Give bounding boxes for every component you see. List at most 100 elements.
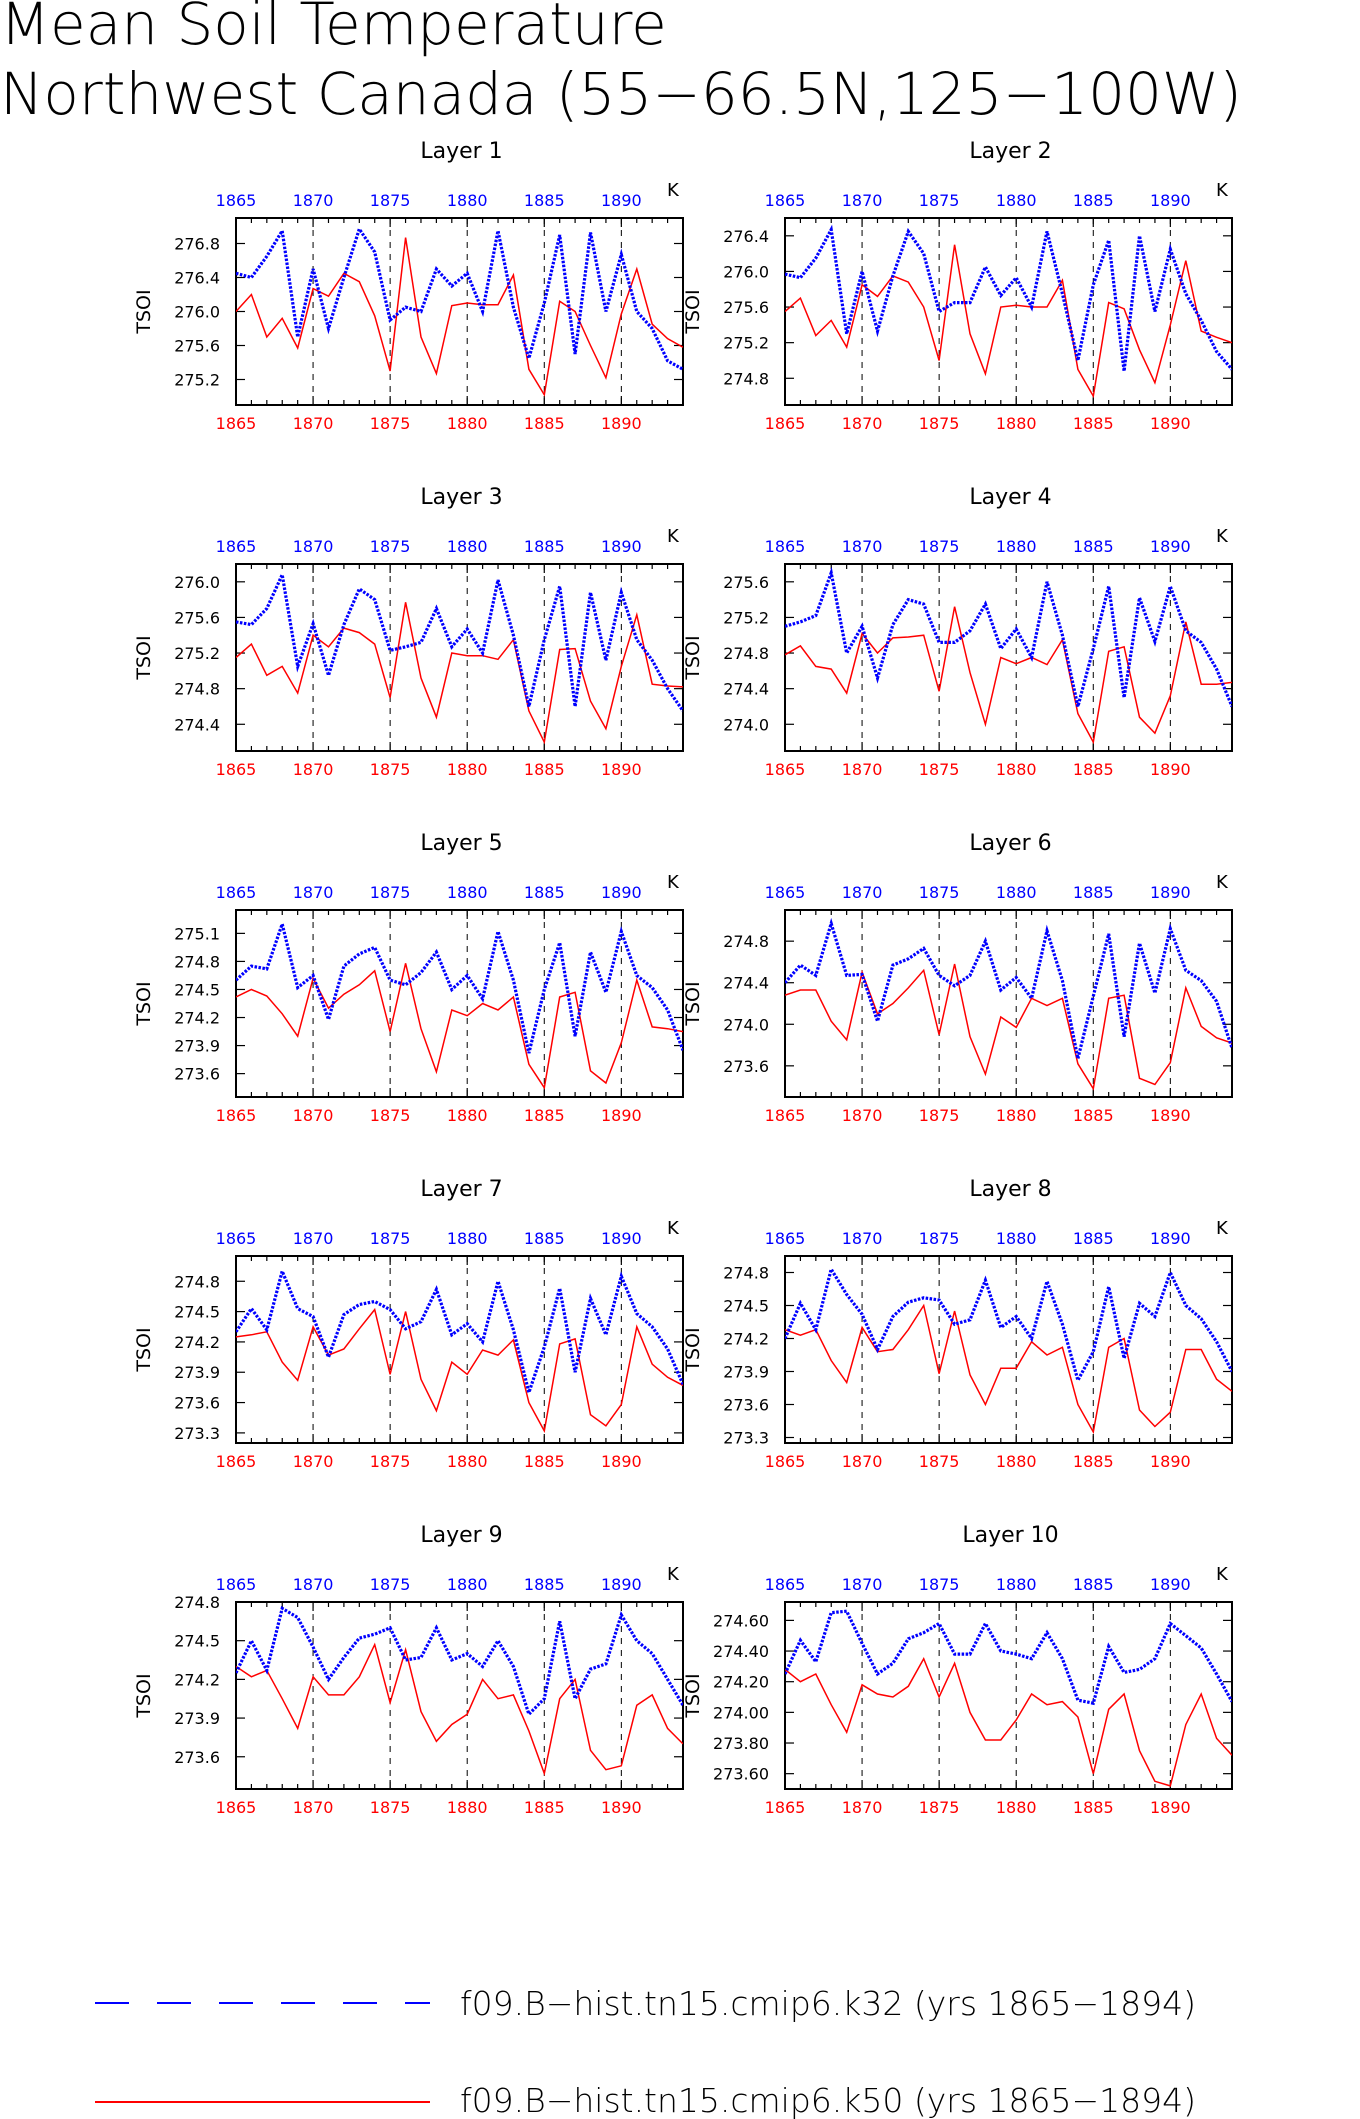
- layer-10-yticklabel-1: 273.80: [713, 1734, 769, 1753]
- layer-7-yticklabel-2: 273.9: [174, 1363, 220, 1382]
- layer-10-series-k32-line: [785, 1609, 1232, 1706]
- layer-6-yticklabel-2: 274.4: [723, 974, 769, 993]
- layer-7-xticklabel-bottom-1870: 1870: [293, 1452, 334, 1471]
- layer-8-xticklabel-bottom-1885: 1885: [1073, 1452, 1114, 1471]
- layer-8-yticklabel-3: 274.2: [723, 1330, 769, 1349]
- layer-4-unit-label: K: [1216, 526, 1229, 547]
- layer-10-xticklabel-top-1890: 1890: [1150, 1575, 1191, 1594]
- layer-5-xticklabel-top-1885: 1885: [524, 883, 565, 902]
- layer-7-xticklabel-top-1890: 1890: [601, 1229, 642, 1248]
- layer-9-yticklabel-0: 273.6: [174, 1748, 220, 1767]
- layer-9-xticklabel-top-1875: 1875: [370, 1575, 411, 1594]
- layer-3-xticklabel-bottom-1865: 1865: [216, 760, 257, 779]
- layer-9-yticklabel-1: 273.9: [174, 1709, 220, 1728]
- layer-4-series-k50-line: [785, 606, 1232, 745]
- layer-2-title: Layer 2: [969, 139, 1051, 164]
- layer-2-xticklabel-top-1865: 1865: [765, 191, 806, 210]
- layer-2-xticklabel-bottom-1870: 1870: [842, 414, 883, 433]
- layer-9-yticklabel-3: 274.5: [174, 1632, 220, 1651]
- layer-1-xticklabel-bottom-1885: 1885: [524, 414, 565, 433]
- layer-2-yticklabel-4: 276.4: [723, 227, 769, 246]
- layer-2-xticklabel-top-1890: 1890: [1150, 191, 1191, 210]
- layer-9-series-k50-line: [236, 1642, 683, 1777]
- layer-4-xticklabel-top-1875: 1875: [919, 537, 960, 556]
- layer-8-xticklabel-top-1865: 1865: [765, 1229, 806, 1248]
- layer-2-panel: Layer 2 K 1865 1865 1870 1870 1875 1875 1880 1880…: [682, 139, 1233, 433]
- layer-3-ylabel: TSOI: [133, 635, 155, 680]
- layer-4-xticklabel-top-1890: 1890: [1150, 537, 1191, 556]
- legend-label-k32: f09.B−hist.tn15.cmip6.k32 (yrs 1865−1894…: [460, 1984, 1196, 2023]
- layer-6-yticklabel-0: 273.6: [723, 1057, 769, 1076]
- figure-title-line-1: Mean Soil Temperature: [0, 0, 667, 58]
- layer-4-xticklabel-top-1865: 1865: [765, 537, 806, 556]
- layer-10-xticklabel-bottom-1870: 1870: [842, 1798, 883, 1817]
- layer-7-xticklabel-top-1870: 1870: [293, 1229, 334, 1248]
- layer-7-frame: [235, 1255, 684, 1444]
- layer-7-yticklabel-3: 274.2: [174, 1333, 220, 1352]
- layer-5-yticklabel-1: 273.9: [174, 1037, 220, 1056]
- layer-5-panel: Layer 5 K 1865 1865 1870 1870 1875 1875 1880 1880…: [133, 831, 684, 1125]
- layer-10-xticklabel-bottom-1885: 1885: [1073, 1798, 1114, 1817]
- layer-3-xticklabel-bottom-1890: 1890: [601, 760, 642, 779]
- layer-4-series-k32-line: [785, 566, 1232, 708]
- layer-8-yticklabel-0: 273.3: [723, 1429, 769, 1448]
- layer-6-xticklabel-top-1880: 1880: [996, 883, 1037, 902]
- layer-4-xticklabel-top-1880: 1880: [996, 537, 1037, 556]
- layer-7-title: Layer 7: [420, 1177, 502, 1202]
- layer-1-unit-label: K: [667, 180, 680, 201]
- layer-4-xticklabel-bottom-1870: 1870: [842, 760, 883, 779]
- layer-2-series-k50-line: [785, 244, 1232, 399]
- layer-10-ylabel: TSOI: [682, 1673, 704, 1718]
- layer-3-xticklabel-bottom-1870: 1870: [293, 760, 334, 779]
- layer-4-yticklabel-2: 274.8: [723, 644, 769, 663]
- layer-8-xticklabel-top-1890: 1890: [1150, 1229, 1191, 1248]
- layer-5-xticklabel-top-1890: 1890: [601, 883, 642, 902]
- layer-6-xticklabel-bottom-1885: 1885: [1073, 1106, 1114, 1125]
- layer-2-unit-label: K: [1216, 180, 1229, 201]
- layer-3-xticklabel-top-1870: 1870: [293, 537, 334, 556]
- layer-7-yticklabel-4: 274.5: [174, 1303, 220, 1322]
- layer-3-yticklabel-1: 274.8: [174, 680, 220, 699]
- layer-10-xticklabel-top-1880: 1880: [996, 1575, 1037, 1594]
- layer-4-title: Layer 4: [969, 485, 1051, 510]
- layer-8-title: Layer 8: [969, 1177, 1051, 1202]
- layer-1-yticklabel-0: 275.2: [174, 371, 220, 390]
- layer-1-series-k32-line: [236, 225, 683, 371]
- layer-7-series-k32-line: [236, 1266, 683, 1399]
- layer-3-xticklabel-bottom-1885: 1885: [524, 760, 565, 779]
- layer-5-xticklabel-bottom-1865: 1865: [216, 1106, 257, 1125]
- layer-5-yticklabel-3: 274.5: [174, 980, 220, 999]
- layer-4-xticklabel-bottom-1875: 1875: [919, 760, 960, 779]
- layer-10-yticklabel-5: 274.60: [713, 1611, 769, 1630]
- layer-8-xticklabel-top-1870: 1870: [842, 1229, 883, 1248]
- layer-4-xticklabel-top-1885: 1885: [1073, 537, 1114, 556]
- layer-8-xticklabel-bottom-1880: 1880: [996, 1452, 1037, 1471]
- layer-1-title: Layer 1: [420, 139, 502, 164]
- layer-6-series-k50-line: [785, 963, 1232, 1091]
- layer-1-xticklabel-bottom-1870: 1870: [293, 414, 334, 433]
- layer-10-xticklabel-top-1875: 1875: [919, 1575, 960, 1594]
- layer-8-xticklabel-top-1875: 1875: [919, 1229, 960, 1248]
- layer-6-yticklabel-1: 274.0: [723, 1015, 769, 1034]
- layer-9-xticklabel-bottom-1880: 1880: [447, 1798, 488, 1817]
- layer-5-xticklabel-top-1865: 1865: [216, 883, 257, 902]
- layer-3-yticklabel-3: 275.6: [174, 608, 220, 627]
- layer-7-yticklabel-5: 274.8: [174, 1272, 220, 1291]
- layer-3-frame: [235, 563, 684, 752]
- layer-4-xticklabel-top-1870: 1870: [842, 537, 883, 556]
- layer-9-xticklabel-top-1865: 1865: [216, 1575, 257, 1594]
- layer-4-yticklabel-1: 274.4: [723, 680, 769, 699]
- layer-4-xticklabel-bottom-1890: 1890: [1150, 760, 1191, 779]
- figure-title-line-2: Northwest Canada (55−66.5N,125−100W): [0, 60, 1242, 128]
- layer-5-xticklabel-top-1875: 1875: [370, 883, 411, 902]
- layer-2-xticklabel-top-1885: 1885: [1073, 191, 1114, 210]
- layer-6-frame: [784, 909, 1233, 1098]
- layer-1-panel: Layer 1 K 1865 1865 1870 1870 1875 1875 1880 1880…: [133, 139, 684, 433]
- layer-7-ylabel: TSOI: [133, 1327, 155, 1372]
- layer-7-xticklabel-bottom-1880: 1880: [447, 1452, 488, 1471]
- layer-9-frame: [235, 1601, 684, 1790]
- layer-10-yticklabel-4: 274.40: [713, 1642, 769, 1661]
- layer-9-unit-label: K: [667, 1564, 680, 1585]
- layer-4-panel: Layer 4 K 1865 1865 1870 1870 1875 1875 1880 1880…: [682, 485, 1233, 779]
- layer-7-xticklabel-top-1880: 1880: [447, 1229, 488, 1248]
